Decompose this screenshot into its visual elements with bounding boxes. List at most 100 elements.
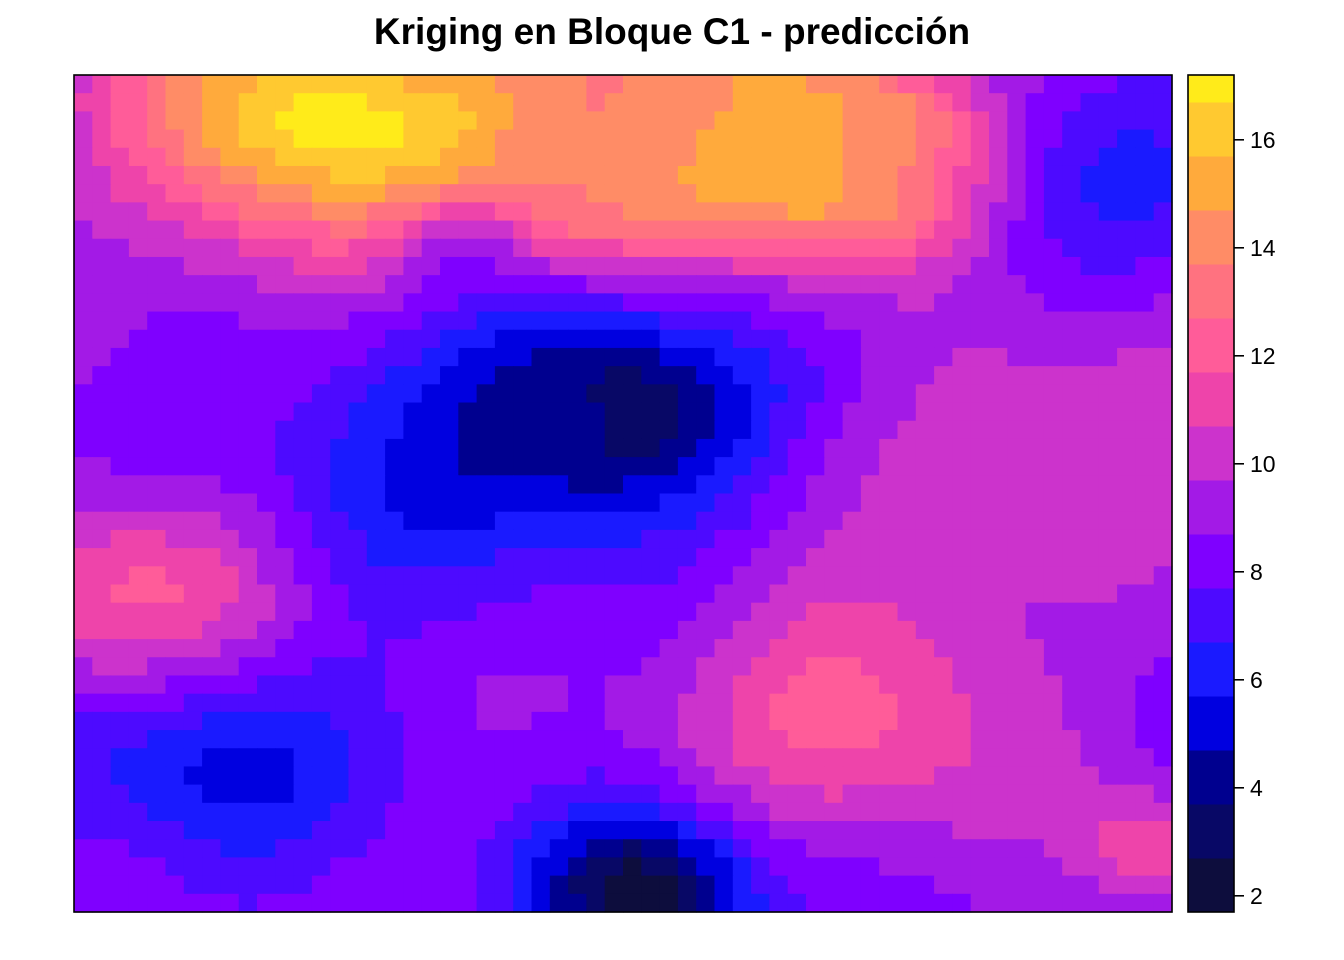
heatmap-cell xyxy=(732,147,752,167)
heatmap-cell xyxy=(549,657,569,677)
heatmap-cell xyxy=(842,839,862,859)
heatmap-cell xyxy=(769,875,789,895)
heatmap-cell xyxy=(897,384,917,404)
heatmap-cell xyxy=(824,657,844,677)
heatmap-cell xyxy=(677,766,697,786)
heatmap-cell xyxy=(989,220,1008,240)
heatmap-cell xyxy=(604,857,624,877)
heatmap-cell xyxy=(257,220,276,240)
heatmap-cell xyxy=(311,839,331,859)
heatmap-cell xyxy=(568,220,587,240)
heatmap-cell xyxy=(952,711,972,731)
heatmap-cell xyxy=(1098,93,1118,112)
heatmap-cell xyxy=(769,384,789,404)
heatmap-cell xyxy=(1080,893,1100,913)
heatmap-cell xyxy=(1153,420,1173,440)
heatmap-cell xyxy=(366,275,386,294)
heatmap-cell xyxy=(183,366,203,385)
heatmap-cell xyxy=(1117,238,1136,258)
heatmap-cell xyxy=(293,657,313,677)
heatmap-cell xyxy=(732,129,752,149)
heatmap-cell xyxy=(806,675,825,695)
heatmap-cell xyxy=(934,766,953,786)
heatmap-cell xyxy=(238,184,258,203)
heatmap-cell xyxy=(696,493,716,513)
heatmap-cell xyxy=(92,857,112,877)
heatmap-cell xyxy=(677,566,697,586)
colorbar-swatch xyxy=(1188,534,1234,589)
heatmap-cell xyxy=(568,311,587,331)
heatmap-cell xyxy=(366,493,386,513)
heatmap-cell xyxy=(293,165,313,185)
heatmap-cell xyxy=(1007,529,1027,549)
heatmap-cell xyxy=(1098,256,1118,276)
heatmap-cell xyxy=(732,275,752,294)
heatmap-cell xyxy=(641,821,661,840)
heatmap-cell xyxy=(330,566,350,586)
heatmap-cell xyxy=(385,202,404,222)
heatmap-cell xyxy=(238,766,258,786)
heatmap-cell xyxy=(366,165,386,185)
heatmap-cell xyxy=(696,384,716,404)
heatmap-cell xyxy=(769,93,789,112)
heatmap-cell xyxy=(92,821,112,840)
heatmap-cell xyxy=(531,875,551,895)
heatmap-cell xyxy=(677,529,697,549)
heatmap-cell xyxy=(732,566,752,586)
heatmap-cell xyxy=(74,293,93,313)
heatmap-cell xyxy=(659,639,679,658)
heatmap-cell xyxy=(696,275,716,294)
heatmap-cell xyxy=(806,802,825,822)
heatmap-cell xyxy=(311,493,331,513)
heatmap-cell xyxy=(1135,275,1155,294)
heatmap-cell xyxy=(1153,293,1173,313)
heatmap-cell xyxy=(824,293,844,313)
heatmap-cell xyxy=(860,275,880,294)
heatmap-cell xyxy=(403,529,423,549)
heatmap-cell xyxy=(421,311,441,331)
heatmap-cell xyxy=(128,857,148,877)
heatmap-cell xyxy=(238,639,258,658)
heatmap-cell xyxy=(275,256,295,276)
heatmap-cell xyxy=(842,766,862,786)
heatmap-cell xyxy=(970,329,990,349)
heatmap-cell xyxy=(787,639,807,658)
heatmap-cell xyxy=(531,256,551,276)
heatmap-cell xyxy=(183,329,203,349)
heatmap-cell xyxy=(879,347,899,367)
heatmap-cell xyxy=(385,584,404,604)
heatmap-cell xyxy=(1153,821,1173,840)
heatmap-cell xyxy=(513,293,533,313)
heatmap-cell xyxy=(1098,584,1118,604)
heatmap-cell xyxy=(623,184,642,203)
heatmap-cell xyxy=(494,111,514,131)
heatmap-cell xyxy=(385,111,404,131)
heatmap-cell xyxy=(202,839,221,859)
heatmap-cell xyxy=(1135,329,1155,349)
heatmap-cell xyxy=(989,766,1008,786)
heatmap-cell xyxy=(641,493,661,513)
heatmap-cell xyxy=(494,821,514,840)
heatmap-cell xyxy=(147,420,167,440)
heatmap-cell xyxy=(293,693,313,713)
heatmap-cell xyxy=(970,129,990,149)
heatmap-cell xyxy=(1080,384,1100,404)
heatmap-cell xyxy=(330,766,350,786)
heatmap-cell xyxy=(970,475,990,495)
heatmap-cell xyxy=(275,366,295,385)
heatmap-cell xyxy=(769,548,789,567)
heatmap-cell xyxy=(989,147,1008,167)
heatmap-cell xyxy=(165,529,185,549)
heatmap-cell xyxy=(183,529,203,549)
heatmap-cell xyxy=(1062,256,1082,276)
heatmap-cell xyxy=(330,184,350,203)
heatmap-cell xyxy=(440,529,459,549)
heatmap-cell xyxy=(549,493,569,513)
heatmap-cell xyxy=(1098,730,1118,749)
heatmap-cell xyxy=(92,693,112,713)
heatmap-cell xyxy=(824,766,844,786)
heatmap-cell xyxy=(1135,238,1155,258)
heatmap-cell xyxy=(293,366,313,385)
heatmap-cell xyxy=(1043,311,1063,331)
heatmap-cell xyxy=(183,548,203,567)
